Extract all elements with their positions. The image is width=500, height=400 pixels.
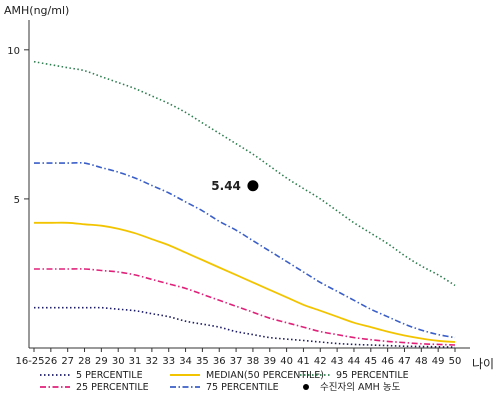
y-ticks: 5 10 — [7, 46, 29, 206]
x-tick-label: 16-25 — [15, 356, 44, 367]
series-line-25-percentile — [34, 268, 456, 346]
x-tick-label: 33 — [162, 356, 175, 367]
patient-amh-value-label: 5.44 — [211, 179, 241, 193]
legend-label: 95 PERCENTILE — [336, 370, 409, 381]
x-tick-label: 36 — [213, 356, 226, 367]
x-tick-label: 42 — [314, 356, 327, 367]
x-tick-label: 49 — [432, 356, 445, 367]
series-line-75-percentile — [34, 161, 456, 339]
x-tick-label: 46 — [381, 356, 394, 367]
x-tick-label: 32 — [146, 356, 159, 367]
x-tick-label: 30 — [112, 356, 125, 367]
patient-marker: 5.44 — [211, 179, 259, 193]
y-axis: AMH(ng/ml) — [4, 4, 69, 348]
x-axis-label: 나이 — [472, 357, 494, 371]
x-tick-label: 41 — [297, 356, 310, 367]
x-ticks: 16-25 26 27 28 29 30 31 32 33 34 35 36 37 38 39 40 41 42 4… — [15, 348, 461, 367]
series-lines — [33, 60, 456, 348]
y-axis-label: AMH(ng/ml) — [4, 4, 69, 17]
legend-item: 25 PERCENTILE — [40, 382, 149, 393]
x-tick-label: 34 — [179, 356, 192, 367]
x-tick-label: 28 — [78, 356, 91, 367]
patient-amh-point — [247, 180, 259, 192]
x-tick-label: 26 — [44, 356, 57, 367]
x-tick-label: 31 — [129, 356, 142, 367]
x-tick-label: 50 — [449, 356, 462, 367]
legend-label: 75 PERCENTILE — [206, 382, 279, 393]
series-line-95-percentile — [33, 60, 456, 287]
legend-item: 75 PERCENTILE — [170, 382, 279, 393]
legend-item: 95 PERCENTILE — [300, 370, 409, 381]
legend-item: MEDIAN(50 PERCENTILE) — [170, 370, 324, 381]
legend-item: 5 PERCENTILE — [40, 370, 143, 381]
x-tick-label: 44 — [348, 356, 361, 367]
x-tick-label: 40 — [280, 356, 293, 367]
x-tick-label: 47 — [398, 356, 411, 367]
x-tick-label: 39 — [263, 356, 276, 367]
y-tick-label: 10 — [7, 46, 20, 57]
x-tick-label: 48 — [415, 356, 428, 367]
legend-label: 25 PERCENTILE — [76, 382, 149, 393]
x-tick-label: 37 — [230, 356, 243, 367]
legend-label: MEDIAN(50 PERCENTILE) — [206, 370, 324, 381]
x-axis: 나이 — [29, 347, 494, 371]
x-tick-label: 35 — [196, 356, 209, 367]
x-tick-label: 29 — [95, 356, 108, 367]
x-tick-label: 43 — [331, 356, 344, 367]
legend-marker-swatch — [303, 384, 309, 390]
x-tick-label: 38 — [247, 356, 260, 367]
x-tick-label: 45 — [364, 356, 377, 367]
x-tick-label: 27 — [61, 356, 74, 367]
legend-label: 수진자의 AMH 농도 — [320, 382, 401, 393]
legend-item: 수진자의 AMH 농도 — [303, 382, 401, 393]
series-line-5-percentile — [33, 306, 456, 348]
series-line-median-50-percentile — [34, 221, 456, 343]
legend-label: 5 PERCENTILE — [76, 370, 143, 381]
y-tick-label: 5 — [14, 195, 20, 206]
